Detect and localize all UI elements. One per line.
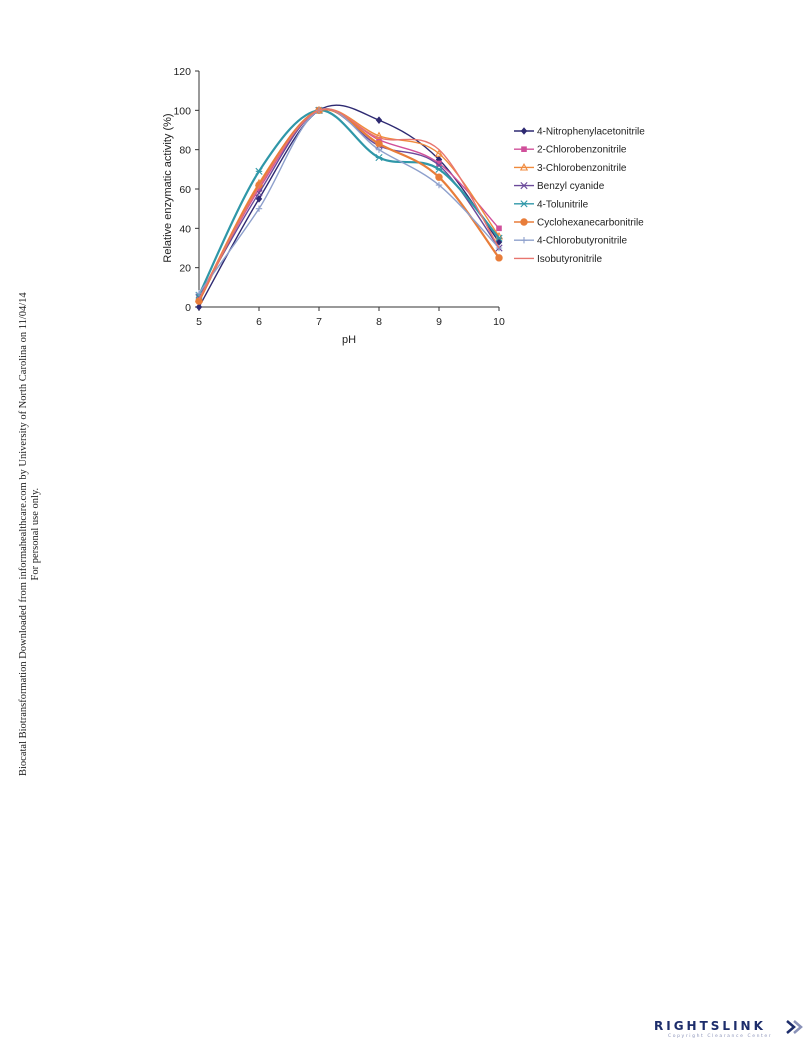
x-tick-label: 6 xyxy=(256,316,262,328)
legend-label: 2-Chlorobenzonitrile xyxy=(537,145,627,156)
series-4 xyxy=(195,106,503,299)
legend-label: 4-Tolunitrile xyxy=(537,199,589,210)
y-axis-label: Relative enzymatic activity (%) xyxy=(162,113,174,262)
rightslink-logo[interactable]: RIGHTSLINK Copyright Clearance Center xyxy=(654,1019,804,1043)
data-point xyxy=(436,160,442,167)
rightslink-logo-subtext: Copyright Clearance Center xyxy=(668,1034,773,1039)
legend-item: 4-Chlorobutyronitrile xyxy=(514,236,627,247)
legend-item: 4-Nitrophenylacetonitrile xyxy=(514,127,645,138)
data-point xyxy=(195,290,203,297)
legend-item: Benzyl cyanide xyxy=(514,181,605,192)
rightslink-arrow-icon xyxy=(786,1020,803,1034)
legend-item: 2-Chlorobenzonitrile xyxy=(514,145,627,156)
legend: 4-Nitrophenylacetonitrile 2-Chlorobenzoni… xyxy=(514,127,645,265)
legend-marker xyxy=(520,218,528,226)
data-point xyxy=(376,137,382,143)
legend-item: 4-Tolunitrile xyxy=(514,199,589,210)
legend-label: Cyclohexanecarbonitrile xyxy=(537,218,644,229)
data-point xyxy=(495,254,503,262)
x-tick-label: 7 xyxy=(316,316,322,328)
series-layer xyxy=(194,104,504,311)
data-point xyxy=(375,146,383,153)
data-point xyxy=(195,297,203,305)
x-tick-label: 9 xyxy=(436,316,442,328)
series-line xyxy=(198,108,500,302)
legend-label: 3-Chlorobenzonitrile xyxy=(537,163,627,174)
data-point xyxy=(255,167,263,175)
y-tick-label: 100 xyxy=(173,105,191,117)
download-notice: Biocatal Biotransformation Downloaded fr… xyxy=(18,292,42,776)
data-point xyxy=(375,153,383,162)
series-7 xyxy=(198,108,500,300)
x-tick-label: 5 xyxy=(196,316,202,328)
data-point xyxy=(435,165,443,173)
x-tick-label: 8 xyxy=(376,316,382,328)
legend-item: 3-Chlorobenzonitrile xyxy=(514,163,627,174)
data-point xyxy=(434,149,444,157)
x-tick-label: 10 xyxy=(493,316,505,328)
data-point xyxy=(495,234,503,242)
y-tick-label: 0 xyxy=(185,302,191,314)
legend-marker xyxy=(519,163,529,171)
legend-marker xyxy=(520,127,528,135)
data-point xyxy=(256,186,262,192)
legend-marker xyxy=(520,237,528,244)
legend-label: 4-Nitrophenylacetonitrile xyxy=(537,127,645,138)
data-point xyxy=(435,173,443,181)
legend-label: 4-Chlorobutyronitrile xyxy=(537,236,627,247)
data-point xyxy=(496,225,502,232)
data-point xyxy=(375,140,383,148)
y-tick-label: 20 xyxy=(179,263,191,275)
series-line xyxy=(198,108,500,298)
legend-item: Isobutyronitrile xyxy=(514,254,602,265)
series-line xyxy=(198,108,500,300)
download-notice-line-2: For personal use only. xyxy=(30,487,41,581)
rightslink-logo-text: RIGHTSLINK xyxy=(654,1019,766,1033)
data-point xyxy=(195,303,203,311)
legend-item: Cyclohexanecarbonitrile xyxy=(514,218,644,229)
series-line xyxy=(198,109,500,296)
download-notice-line-1: Biocatal Biotransformation Downloaded fr… xyxy=(18,292,29,776)
series-line xyxy=(198,108,500,298)
series-line xyxy=(198,108,500,294)
series-line xyxy=(198,108,500,300)
data-point xyxy=(435,181,443,189)
series-line xyxy=(198,104,500,308)
legend-marker xyxy=(521,146,527,152)
y-tick-label: 120 xyxy=(173,66,191,78)
data-point xyxy=(255,195,263,203)
data-point xyxy=(375,116,383,124)
series-0 xyxy=(195,104,503,311)
legend-marker xyxy=(520,200,528,208)
legend-label: Benzyl cyanide xyxy=(537,181,605,192)
x-axis-label: pH xyxy=(342,334,356,346)
y-tick-label: 40 xyxy=(179,223,191,235)
legend-marker xyxy=(520,182,528,190)
axes: 0 20 40 60 80 100 120 5 6 7 8 9 10 xyxy=(173,66,505,328)
y-tick-label: 60 xyxy=(179,184,191,196)
data-point xyxy=(255,205,263,212)
legend-label: Isobutyronitrile xyxy=(537,254,602,265)
y-tick-label: 80 xyxy=(179,145,191,157)
